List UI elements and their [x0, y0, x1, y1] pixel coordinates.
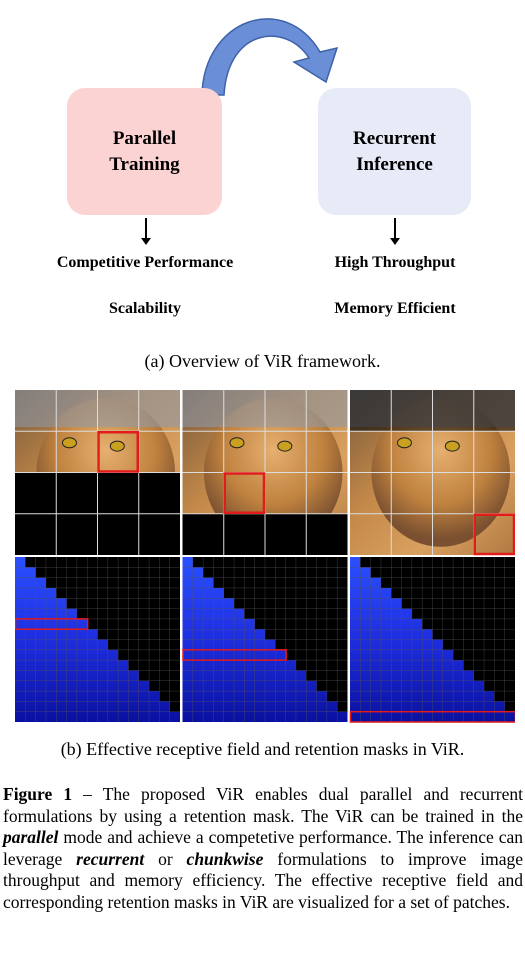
cat-eye — [109, 440, 125, 452]
caption-text: – — [72, 784, 103, 804]
down-arrow-icon — [390, 218, 400, 245]
cat-eye — [396, 437, 412, 449]
caption-a: (a) Overview of ViR framework. — [144, 351, 381, 371]
panel-3 — [349, 390, 515, 723]
cat-eye — [61, 437, 77, 449]
figure-label: Figure 1 — [3, 784, 73, 804]
recurrent-inference-box: Recurrent Inference — [318, 88, 471, 215]
figure-caption: Figure 1 – The proposed ViR enables dual… — [3, 784, 523, 913]
cat-eye — [229, 437, 245, 449]
caption-text: mode and achieve a competetive performan… — [3, 827, 523, 869]
highlight-patch — [473, 513, 515, 556]
box-label: Inference — [356, 153, 433, 175]
mask-highlight-row — [349, 710, 515, 723]
benefit-label: Competitive Performance — [56, 254, 234, 271]
mask-highlight-row — [15, 618, 89, 630]
box-label: Recurrent — [352, 127, 436, 149]
caption-text: or — [144, 848, 187, 869]
caption-text: formulations to improve image throughput… — [3, 848, 524, 912]
benefit-label: Scalability — [108, 300, 181, 317]
emphasis-recurrent: recurrent — [76, 848, 145, 869]
down-arrow-icon — [141, 218, 151, 245]
caption-b: (b) Effective receptive field and retent… — [60, 739, 465, 759]
receptive-field-figure — [15, 390, 515, 723]
benefit-label: Memory Efficient — [334, 300, 456, 317]
highlight-patch — [223, 472, 266, 514]
panel-1 — [15, 390, 180, 722]
box-label: Parallel — [112, 127, 177, 149]
highlight-patch — [97, 431, 139, 473]
cat-eye — [277, 440, 293, 452]
panel-2 — [182, 390, 348, 722]
cat-eye — [444, 440, 460, 452]
parallel-training-box: Parallel Training — [67, 88, 222, 215]
mask-highlight-row — [182, 649, 287, 661]
benefit-label: High Throughput — [334, 254, 456, 271]
box-label: Training — [109, 153, 180, 175]
emphasis-chunkwise: chunkwise — [186, 848, 264, 869]
caption-text: The proposed ViR enables dual parallel a… — [3, 784, 523, 826]
emphasis-parallel: parallel — [3, 827, 59, 847]
curved-arrow-icon — [201, 18, 339, 96]
